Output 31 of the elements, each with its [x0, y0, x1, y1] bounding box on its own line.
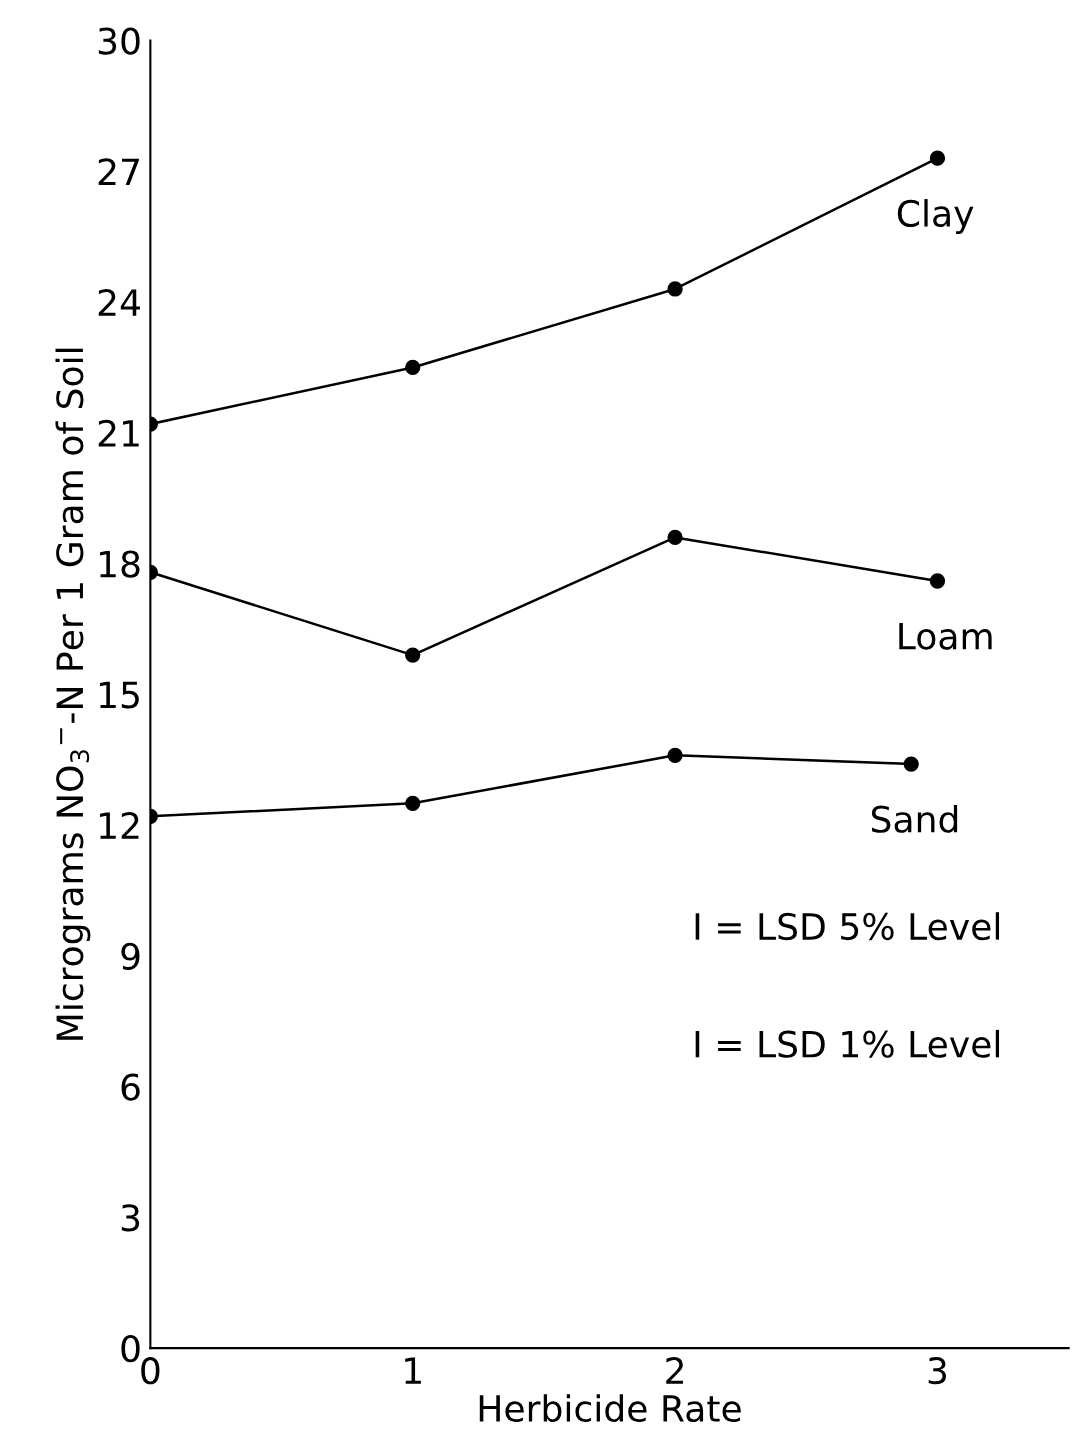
series-label: Sand: [871, 804, 958, 833]
y-tick-label: 0: [121, 1335, 140, 1363]
y-tick-label: 15: [100, 681, 139, 709]
x-tick-label: 3: [928, 1357, 947, 1385]
x-tick-label: 2: [666, 1357, 683, 1384]
x-tick-label: 0: [141, 1357, 160, 1385]
point: [903, 756, 919, 772]
point: [667, 281, 683, 297]
y-tick-label: 12: [100, 811, 139, 839]
point: [929, 150, 946, 166]
y-tick-label: 18: [100, 550, 140, 578]
y-tick-label: 30: [98, 27, 140, 55]
annotation: I = LSD 1% Level: [695, 1029, 1000, 1058]
y-tick-label: 24: [98, 288, 140, 316]
point: [405, 795, 421, 811]
series-label: Clay: [897, 199, 974, 235]
annotation: I = LSD 5% Level: [695, 912, 1000, 941]
y-tick-label: 3: [121, 1204, 140, 1232]
series-label: Loam: [899, 622, 992, 650]
point: [405, 647, 421, 663]
y-tick-label: 27: [98, 158, 139, 186]
point: [667, 747, 683, 763]
y-tick-label: 21: [98, 419, 139, 447]
y-tick-label: 6: [121, 1073, 140, 1101]
point: [405, 359, 421, 376]
point: [667, 529, 683, 546]
x-axis-title: Herbicide Rate: [479, 1394, 741, 1423]
point: [929, 573, 946, 589]
y-tick-label: 9: [121, 942, 140, 971]
x-tick-label: 1: [405, 1357, 421, 1384]
y-axis-title: Micrograms NO$_{3}$$^{−}$-N Per 1 Gram of Soil: [55, 348, 91, 1040]
